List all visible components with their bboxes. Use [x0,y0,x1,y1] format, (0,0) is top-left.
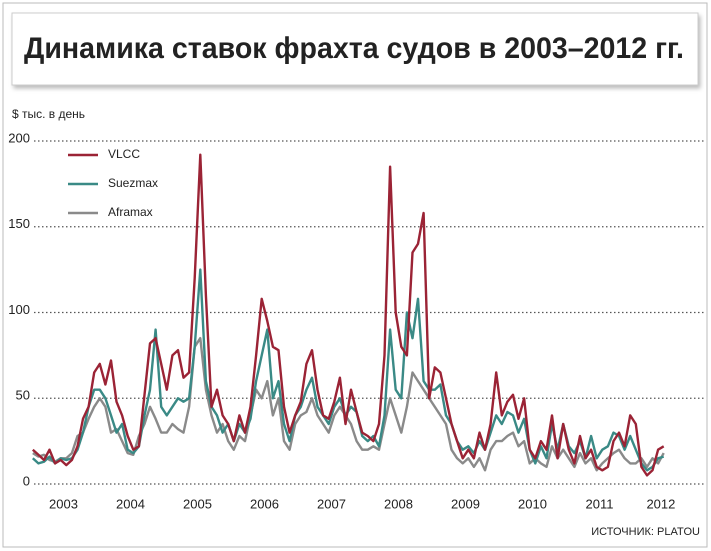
x-tick-label: 2010 [518,496,547,511]
source: ИСТОЧНИК: PLATOU [591,526,700,538]
x-tick-label: 2003 [49,496,78,511]
x-tick-label: 2009 [451,496,480,511]
title-box [11,12,699,86]
x-tick-label: 2012 [646,496,675,511]
legend-label: Aframax [108,205,153,219]
y-tick-label: 50 [16,388,30,403]
y-tick-label: 100 [8,302,30,317]
y-tick-label: 150 [8,216,30,231]
series-line [31,153,665,477]
x-tick-label: 2007 [317,496,346,511]
series-line [31,268,665,472]
legend-label: Suezmax [108,176,158,190]
y-axis-label: $ тыс. в день [12,107,85,121]
chart-title: Динамика ставок фрахта судов в 2003–2012… [24,32,684,65]
y-tick-label: 0 [23,473,30,488]
y-tick-label: 200 [8,130,30,145]
x-tick-label: 2011 [586,496,614,511]
x-tick-label: 2005 [183,496,212,511]
x-tick-label: 2004 [116,496,145,511]
legend-label: VLCC [108,147,140,161]
x-tick-label: 2006 [250,496,279,511]
x-tick-label: 2008 [384,496,413,511]
